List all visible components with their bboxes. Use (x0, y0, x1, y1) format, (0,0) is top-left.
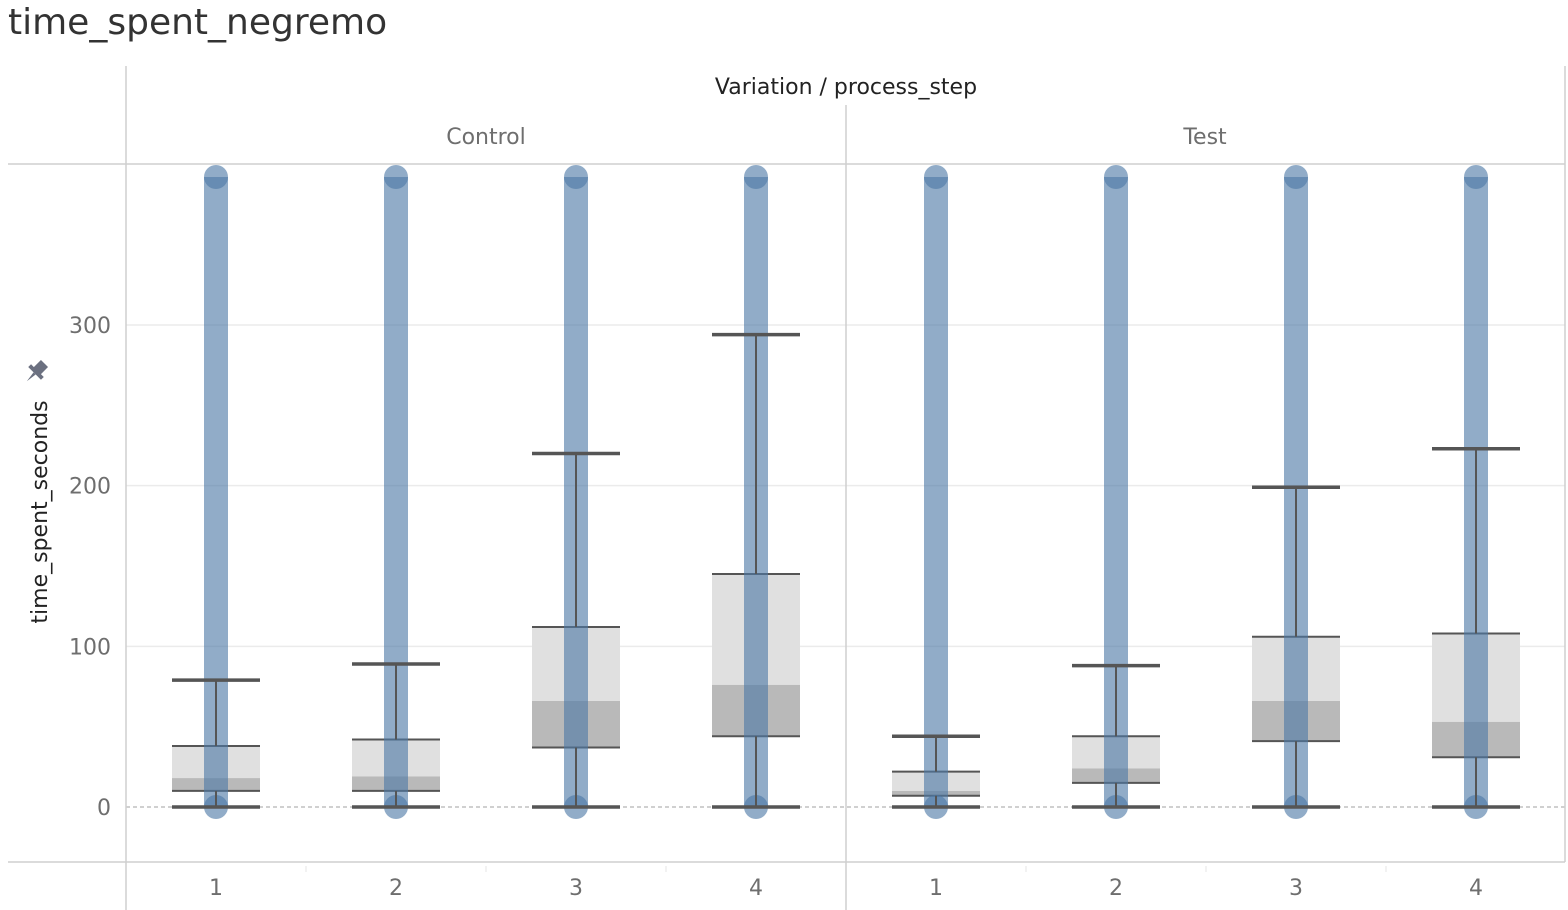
data-point-top (204, 165, 228, 189)
y-tick-label: 100 (69, 635, 111, 660)
box-test-step-2 (1072, 165, 1160, 819)
pane-header-control: Control (446, 125, 526, 150)
chart-title: time_spent_negremo (8, 2, 387, 43)
x-tick-label: 1 (929, 876, 943, 901)
x-tick-label: 2 (1109, 876, 1123, 901)
x-tick-label: 3 (1289, 876, 1303, 901)
box-test-step-4 (1432, 165, 1520, 819)
x-axis-ticks: 1 2 3 4 1 2 3 4 (209, 866, 1483, 901)
pane-header-test: Test (1182, 125, 1227, 150)
x-tick-label: 3 (569, 876, 583, 901)
column-header: Variation / process_step (715, 75, 977, 100)
pin-icon[interactable] (20, 357, 50, 387)
box-control-step-4 (712, 165, 800, 819)
data-point-top (1284, 165, 1308, 189)
data-point-top (1464, 165, 1488, 189)
box-test-step-1 (892, 165, 980, 819)
data-point-top (1104, 165, 1128, 189)
box-plots (172, 165, 1520, 819)
x-tick-label: 2 (389, 876, 403, 901)
box-test-step-3 (1252, 165, 1340, 819)
y-tick-label: 300 (69, 314, 111, 339)
box-control-step-3 (532, 165, 620, 819)
data-point-top (384, 165, 408, 189)
box-control-step-2 (352, 165, 440, 819)
x-tick-label: 4 (1469, 876, 1483, 901)
x-tick-label: 4 (749, 876, 763, 901)
data-point-top (564, 165, 588, 189)
y-axis-label: time_spent_seconds (28, 400, 53, 623)
data-point-top (924, 165, 948, 189)
x-tick-label: 1 (209, 876, 223, 901)
data-points (924, 177, 948, 807)
y-tick-label: 200 (69, 475, 111, 500)
y-axis-ticks: 0 100 200 300 (69, 314, 111, 821)
y-tick-label: 0 (97, 796, 111, 821)
data-point-top (744, 165, 768, 189)
box-control-step-1 (172, 165, 260, 819)
